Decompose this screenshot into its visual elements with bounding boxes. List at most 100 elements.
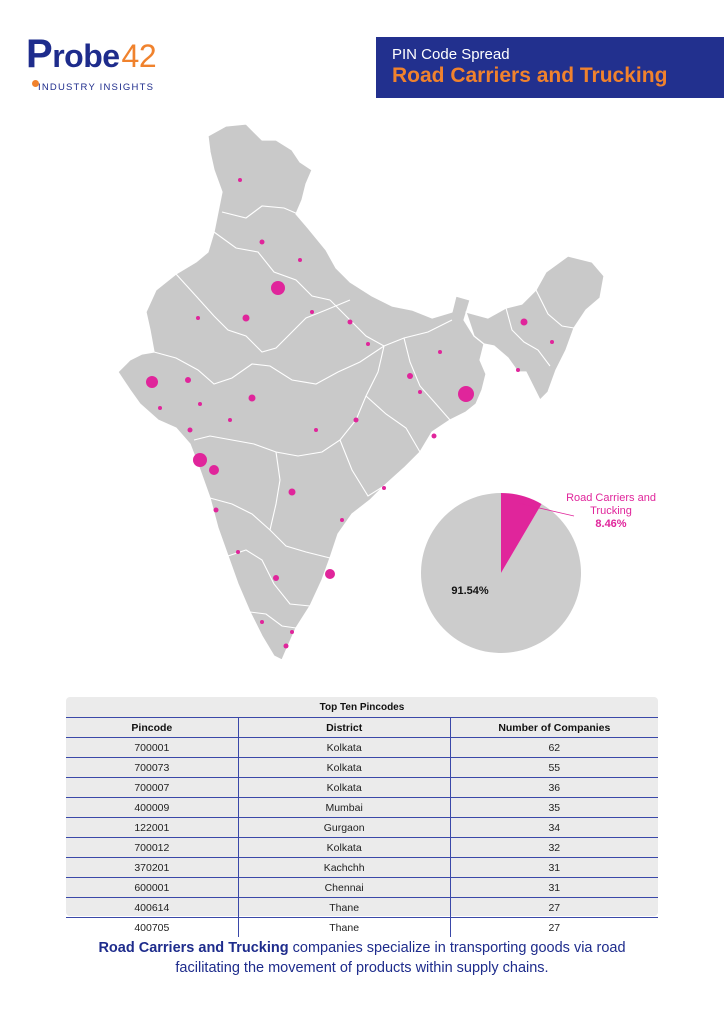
caption-bold-term: Road Carriers and Trucking [98, 940, 289, 956]
pincode-dot-jodhpur [196, 316, 200, 320]
cell-pincode: 370201 [66, 857, 239, 878]
pincode-dot-jammu [238, 178, 242, 182]
pincode-dot-dehradun [298, 258, 302, 262]
pincode-dot-kochi [260, 620, 264, 624]
cell-district: Kolkata [237, 737, 451, 758]
pincode-dot-hyderabad [288, 488, 296, 496]
logo-wordmark: Probe42 [26, 34, 157, 76]
pincode-dot-goa [236, 550, 240, 554]
pie-slice-road-carriers [501, 493, 542, 573]
pincode-dot-rajkot [158, 406, 162, 410]
pie-callout-line [519, 503, 575, 517]
logo-number: 42 [121, 38, 157, 74]
cell-count: 36 [449, 777, 658, 798]
cell-count: 34 [449, 817, 658, 838]
pincode-dot-coimbatore [283, 643, 289, 649]
table-row: 600001 Chennai 31 [66, 877, 658, 898]
pincode-dot-kachchh [146, 376, 158, 388]
pincode-dot-chennai [325, 569, 335, 579]
pincode-dot-nagpur [314, 428, 318, 432]
caption-line1: companies specialize in transporting goo… [288, 940, 626, 956]
pincode-dot-madurai [290, 630, 294, 634]
map-northeast-region [465, 255, 605, 401]
cell-pincode: 700073 [66, 757, 239, 778]
pincode-dot-surat [187, 427, 193, 433]
share-pie-chart: 91.54% [421, 493, 581, 653]
footer-caption: Road Carriers and Trucking companies spe… [40, 938, 684, 978]
pincode-dot-raipur [353, 417, 359, 423]
cell-count: 35 [449, 797, 658, 818]
table-header-row: Pincode District Number of Companies [66, 717, 658, 738]
cell-district: Thane [237, 897, 451, 918]
cell-pincode: 400614 [66, 897, 239, 918]
pincode-dot-imphal [550, 340, 554, 344]
pincode-dot-jaipur [242, 314, 250, 322]
pincode-dot-bhopal [248, 394, 256, 402]
pincode-dot-indore [228, 418, 232, 422]
header-number-of-companies: Number of Companies [449, 717, 658, 738]
pincode-dot-ludhiana [259, 239, 265, 245]
pincode-dot-ahmedabad [185, 377, 191, 383]
title-banner: PIN Code Spread Road Carriers and Trucki… [376, 37, 724, 98]
logo-subtitle: INDUSTRY INSIGHTS [38, 82, 155, 93]
cell-district: Thane [237, 917, 451, 937]
cell-pincode: 700012 [66, 837, 239, 858]
pie-callout: Road Carriers and Trucking 8.46% [560, 492, 662, 531]
pie-other-value: 91.54% [451, 585, 489, 597]
cell-district: Kolkata [237, 757, 451, 778]
pincode-dot-bangalore [273, 575, 279, 581]
table-row: 400705 Thane 27 [66, 917, 658, 937]
pincode-dot-bhubaneswar [431, 433, 437, 439]
pincode-dot-visakhapatnam [382, 486, 386, 490]
cell-count: 31 [449, 877, 658, 898]
pincode-dot-pune [213, 507, 219, 513]
cell-district: Chennai [237, 877, 451, 898]
table-row: 700073 Kolkata 55 [66, 757, 658, 778]
page-title: Road Carriers and Trucking [392, 64, 668, 87]
logo-dot-icon [32, 80, 39, 87]
header-district: District [237, 717, 451, 738]
pincode-dot-varanasi [366, 342, 370, 346]
table-row: 370201 Kachchh 31 [66, 857, 658, 878]
cell-district: Kachchh [237, 857, 451, 878]
pie-callout-label: Road Carriers and Trucking [566, 492, 656, 517]
pincode-dot-gurgaon [271, 281, 285, 295]
pincode-dot-siliguri [438, 350, 442, 354]
cell-district: Mumbai [237, 797, 451, 818]
pincode-dot-kanpur [310, 310, 314, 314]
cell-pincode: 700007 [66, 777, 239, 798]
table-title: Top Ten Pincodes [319, 702, 405, 713]
header-pincode: Pincode [66, 717, 239, 738]
cell-pincode: 600001 [66, 877, 239, 898]
top-pincodes-table: Top Ten Pincodes Pincode District Number… [66, 697, 658, 937]
pincode-dot-lucknow [347, 319, 353, 325]
logo-letters-robe: robe [52, 38, 120, 74]
table-row: 400009 Mumbai 35 [66, 797, 658, 818]
table-row: 700007 Kolkata 36 [66, 777, 658, 798]
pincode-dot-ranchi [418, 390, 422, 394]
pincode-table: Pincode District Number of Companies 700… [66, 717, 658, 937]
pincode-dot-vijayawada [340, 518, 344, 522]
pincode-dot-mumbai [193, 453, 207, 467]
cell-pincode: 700001 [66, 737, 239, 758]
map-state-borders [153, 205, 575, 629]
pincode-dots [146, 178, 554, 649]
probe42-logo: Probe42 INDUSTRY INSIGHTS [26, 34, 157, 96]
banner-subtitle: PIN Code Spread [392, 46, 510, 63]
pincode-dot-vadodara [198, 402, 202, 406]
table-row: 122001 Gurgaon 34 [66, 817, 658, 838]
cell-count: 62 [449, 737, 658, 758]
table-row: 700001 Kolkata 62 [66, 737, 658, 758]
cell-count: 55 [449, 757, 658, 778]
cell-district: Gurgaon [237, 817, 451, 838]
cell-pincode: 122001 [66, 817, 239, 838]
caption-line2: facilitating the movement of products wi… [175, 960, 549, 976]
india-map [117, 123, 605, 661]
cell-count: 27 [449, 917, 658, 937]
cell-count: 32 [449, 837, 658, 858]
pincode-dot-guwahati [520, 318, 528, 326]
cell-pincode: 400705 [134, 921, 170, 934]
cell-district: Kolkata [237, 837, 451, 858]
pincode-dot-thane [209, 465, 219, 475]
pie-callout-value: 8.46% [595, 518, 627, 530]
